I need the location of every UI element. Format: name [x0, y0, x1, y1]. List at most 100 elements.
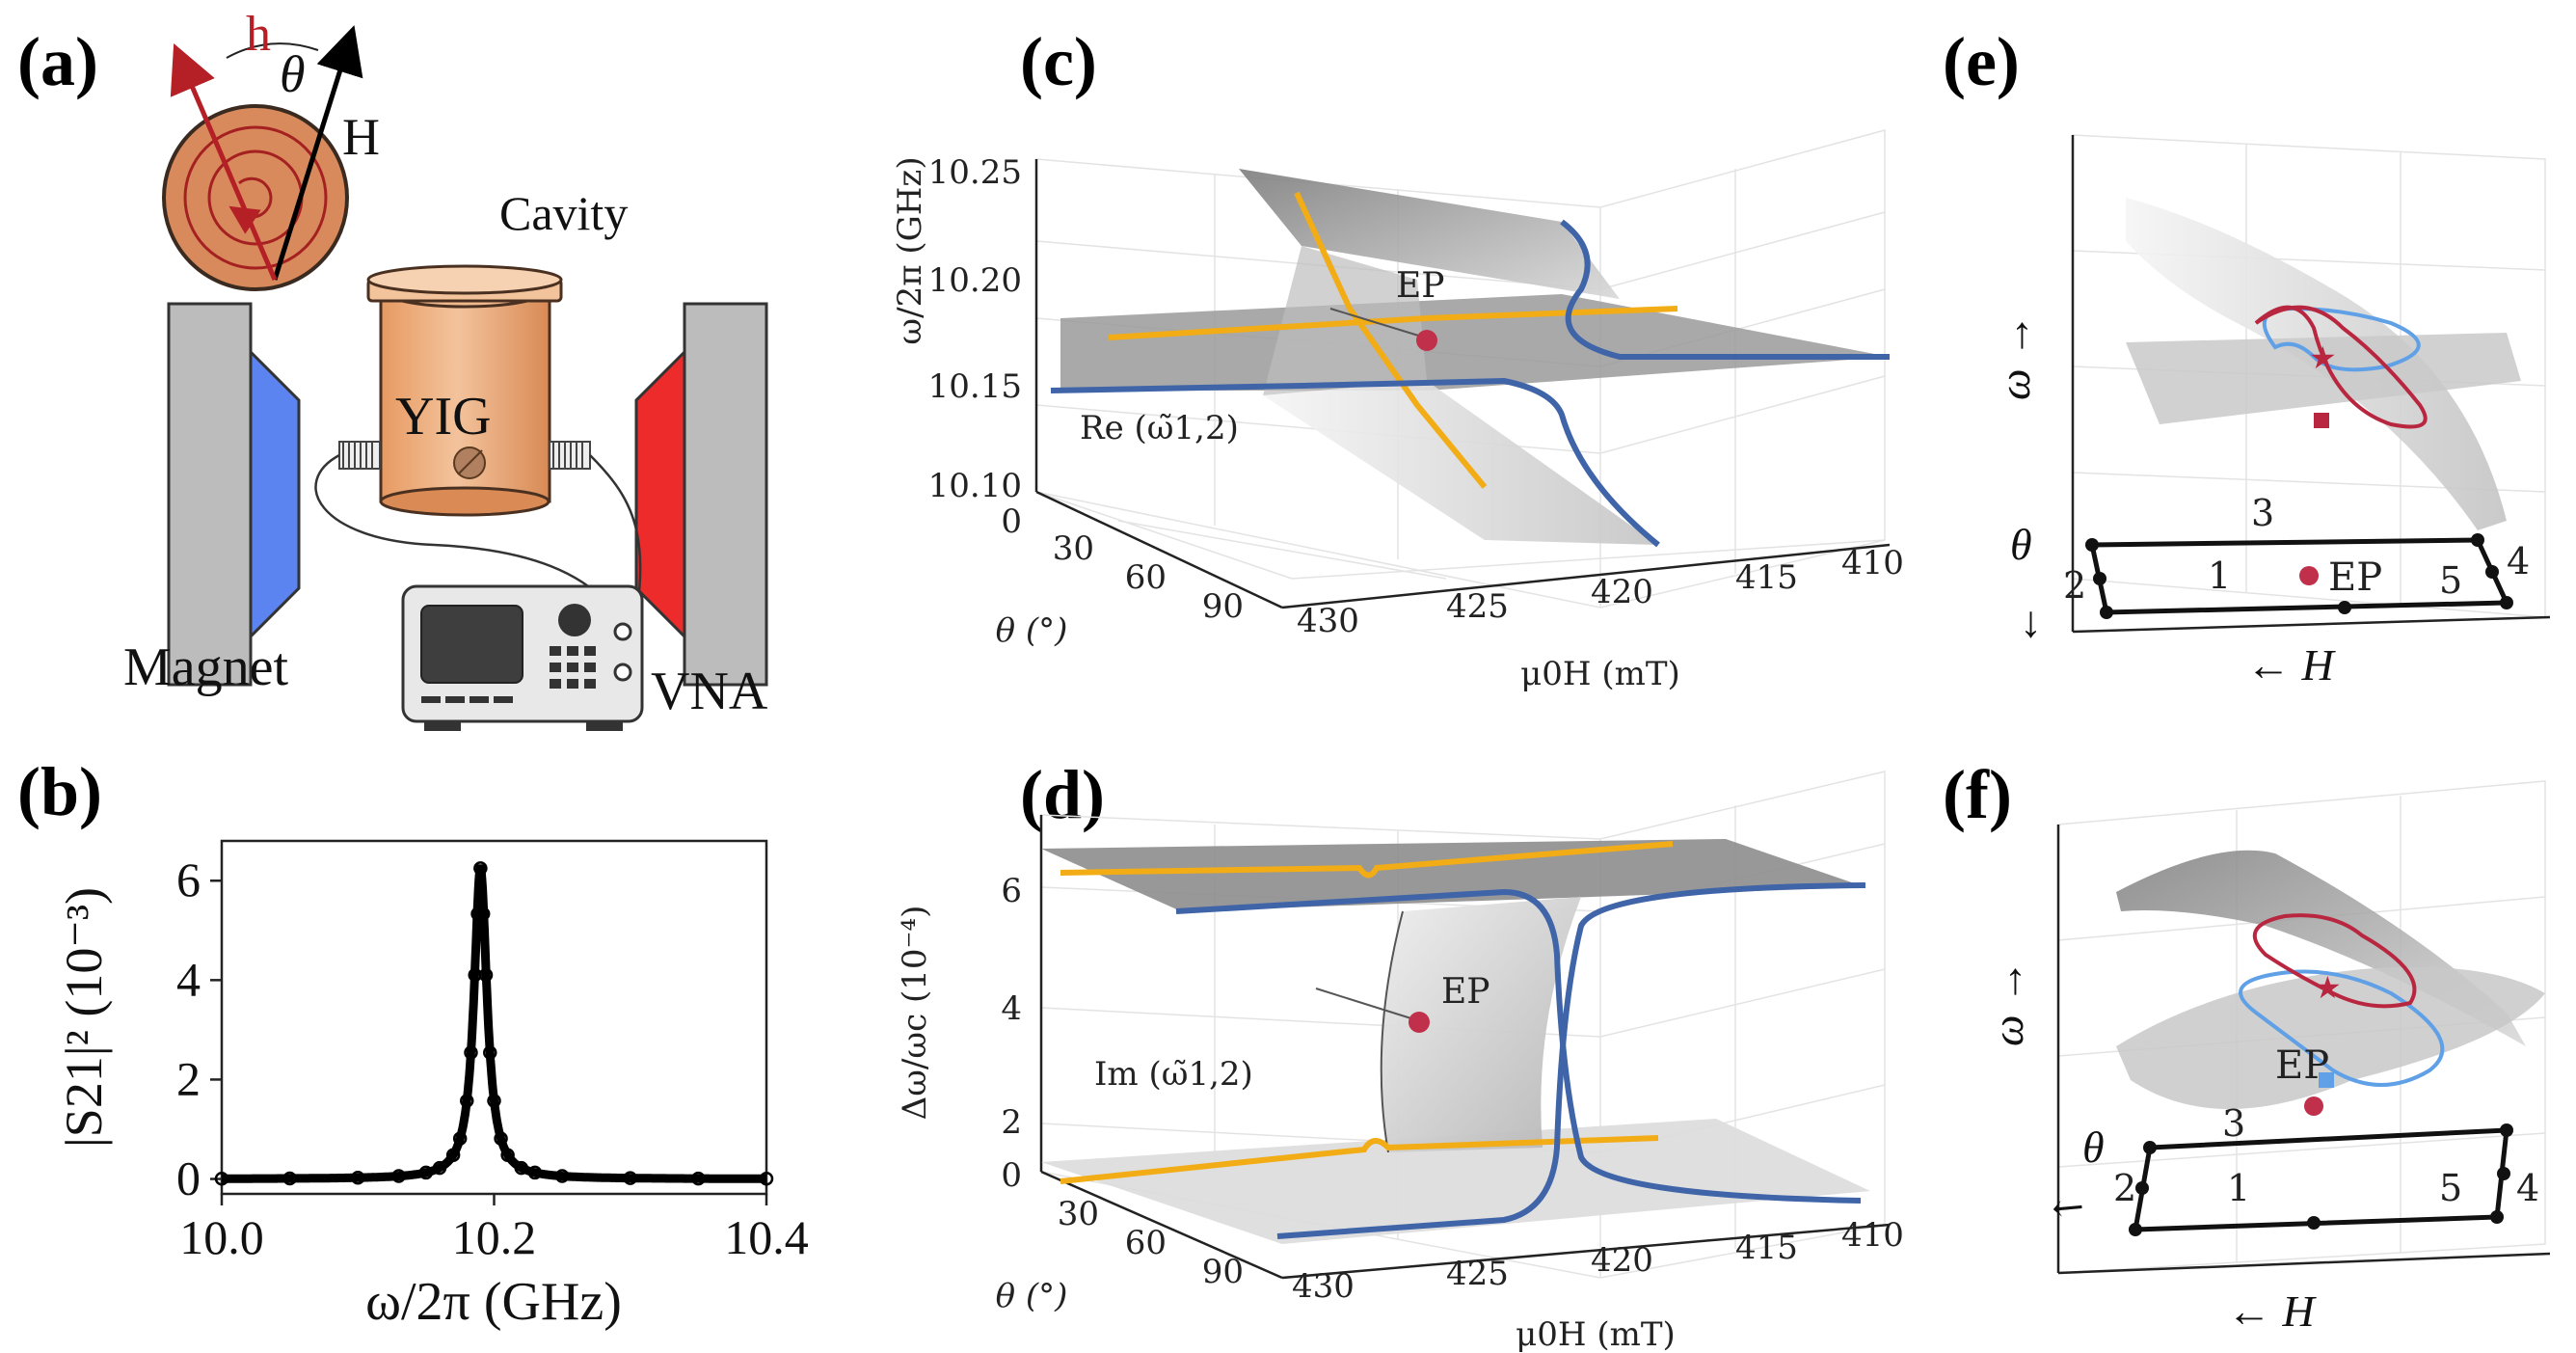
- chart-b-data-point: [487, 1094, 501, 1108]
- panel-e-path-5: 5: [2439, 559, 2462, 602]
- angle-label: θ: [280, 45, 306, 103]
- panel-d-ylabel: θ (°): [996, 1277, 1068, 1315]
- chart-b-data-point: [483, 1045, 497, 1060]
- panel-c-z-tick: 10.10: [928, 467, 1022, 505]
- panel-d-zlabel: Δω/ωc (10⁻⁴): [896, 906, 934, 1121]
- panel-c-orange-curve-1: [1108, 306, 1678, 340]
- chart-b-data-point: [464, 1045, 478, 1060]
- panel-c-theta-tick: 30: [1053, 529, 1094, 568]
- panel-c-z-tick: 10.15: [928, 367, 1022, 406]
- precession-arrow-icon: [228, 176, 273, 234]
- chart-b-ytick-label: 4: [176, 952, 201, 1006]
- vna-port-1: [613, 622, 632, 641]
- precession-ring-outer: [183, 125, 328, 270]
- panel-d-label: (d): [1020, 756, 1105, 833]
- chart-b-data-point: [554, 1169, 570, 1183]
- panel-e-red-loop: [2254, 305, 2428, 429]
- chart-b-data-point: [445, 1148, 461, 1162]
- panel-d-wall: [1381, 897, 1581, 1152]
- panel-f-path-2: 2: [2113, 1167, 2136, 1209]
- panel-f-path-3: 3: [2222, 1102, 2245, 1145]
- magnet-left-pole: [249, 348, 301, 640]
- chart-b-data-point: [418, 1165, 434, 1180]
- chart-b-data-point: [478, 967, 494, 983]
- chart-b-ytick-label: 2: [176, 1051, 201, 1105]
- yig-label: YIG: [395, 387, 492, 446]
- magnet-label: Magnet: [123, 637, 289, 697]
- chart-b-xtick-label: 10.0: [179, 1210, 264, 1264]
- field-h-arrow-icon: [170, 43, 278, 281]
- panel-e-path-3: 3: [2251, 492, 2274, 534]
- cavity-top: [366, 264, 563, 295]
- panel-f-label: (f): [1943, 756, 2012, 833]
- chart-b-xtick-label: 10.2: [452, 1210, 537, 1264]
- panel-c-label: (c): [1020, 23, 1097, 100]
- panel-c-theta-tick: 60: [1125, 558, 1167, 597]
- chart-b-data-point: [391, 1169, 406, 1183]
- chart-b-xtick-label: 10.4: [724, 1210, 809, 1264]
- vna-knob-icon: [558, 604, 591, 636]
- panel-d-top-plateau: [1041, 839, 1865, 911]
- chart-b-ylabel: |S21|² (10⁻³): [55, 887, 113, 1148]
- panel-d-h-tick: 425: [1446, 1255, 1509, 1293]
- panel-e-theta-label: θ: [2010, 520, 2032, 569]
- panel-f-path-4: 4: [2516, 1167, 2539, 1209]
- panel-e-sheet-2: [2126, 333, 2521, 424]
- panel-f-path-5: 5: [2439, 1167, 2462, 1209]
- panel-c-blue-curve-1: [1560, 219, 1890, 360]
- panel-e-h-axis: [2072, 615, 2551, 634]
- chart-b-data-point: [473, 861, 488, 876]
- panel-d-theta-tick: 0: [1001, 1156, 1022, 1195]
- panel-d-orange-curve-2: [1060, 1135, 1659, 1184]
- panel-d: (d) EP Im (ω̃1,2): [896, 756, 1904, 1353]
- chart-b-series-line: [222, 864, 766, 1183]
- panel-f-red-loop: [2252, 913, 2417, 1009]
- panel-f-h-axis: [2057, 1252, 2551, 1275]
- panel-b-label: (b): [17, 753, 102, 830]
- panel-c-theta-tick: 90: [1202, 587, 1244, 626]
- panel-c-h-axis: [1281, 543, 1891, 609]
- chart-b-data-point: [214, 1171, 229, 1186]
- panel-c-blue-curve-2: [1050, 377, 1660, 548]
- panel-c-h-tick: 425: [1446, 587, 1509, 626]
- panel-d-h-tick: 410: [1841, 1216, 1904, 1255]
- vna-screen: [420, 605, 523, 684]
- panel-c-orange-curve-2: [1294, 191, 1488, 489]
- panel-c-h-tick: 410: [1841, 544, 1904, 582]
- chart-b-data-point: [475, 907, 491, 921]
- vna-label: VNA: [651, 662, 768, 721]
- chart-b-data-point: [282, 1171, 297, 1186]
- magnet-right-block: [683, 302, 768, 687]
- chart-b-data-point: [351, 1170, 365, 1185]
- panel-f-theta-label: θ: [2082, 1123, 2105, 1172]
- chart-b-data-point: [500, 1148, 515, 1162]
- panel-d-h-tick: 420: [1591, 1241, 1653, 1280]
- chart-b-plot: 10.0 10.2 10.4 0 2 4 6: [176, 852, 809, 1264]
- panel-c-surface-label: Re (ω̃1,2): [1080, 409, 1239, 447]
- panel-c-ep-label: EP: [1396, 266, 1445, 306]
- panel-d-theta-tick: 30: [1058, 1195, 1099, 1233]
- panel-e-label: (e): [1943, 23, 2020, 100]
- panel-e-star-marker-icon: ★: [2309, 339, 2337, 376]
- panel-c-xlabel: μ0H (mT): [1520, 655, 1680, 693]
- panel-d-orange-curve-1: [1060, 841, 1674, 879]
- panel-f-ep-label: EP: [2275, 1043, 2329, 1088]
- panel-d-surface-label: Im (ω̃1,2): [1094, 1055, 1253, 1094]
- chart-b-ytick-label: 6: [176, 852, 201, 907]
- panel-c-h-tick: 420: [1591, 573, 1653, 611]
- panel-f-sheet-1: [2116, 850, 2526, 1046]
- panel-f-path-1: 1: [2227, 1167, 2250, 1209]
- antenna-right: [549, 441, 591, 470]
- vna-port-2: [613, 663, 632, 682]
- antenna-left: [338, 441, 381, 470]
- panel-c-ep-leader: [1329, 308, 1426, 338]
- panel-c-lower-sheet: [1263, 381, 1658, 545]
- yig-sphere: [162, 104, 349, 291]
- panel-f-h-label: ← H: [2227, 1286, 2318, 1336]
- panel-e-square-marker-icon: [2314, 413, 2329, 428]
- chart-b-data-point: [452, 1131, 468, 1146]
- panel-d-h-tick: 430: [1292, 1267, 1355, 1306]
- panel-c-zlabel: ω/2π (GHz): [891, 156, 929, 344]
- field-H-label: H: [342, 108, 380, 166]
